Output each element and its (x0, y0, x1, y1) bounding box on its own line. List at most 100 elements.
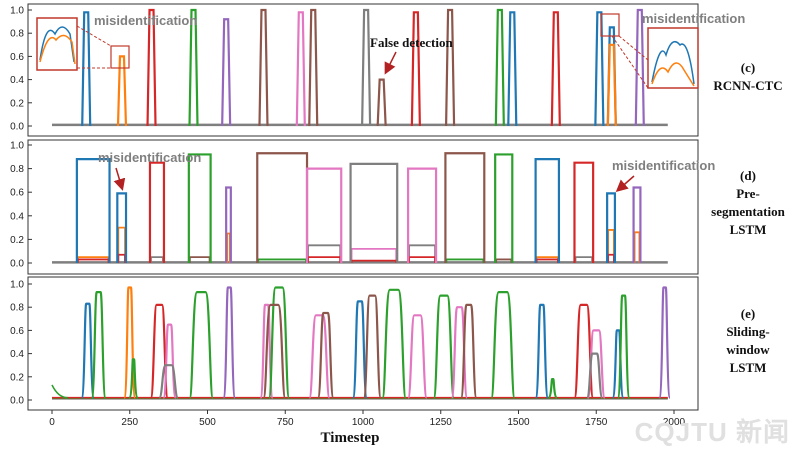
x-tick-label: 2000 (663, 417, 686, 428)
zoom-source-right (600, 13, 620, 37)
y-tick-label: 0.6 (10, 188, 24, 199)
annotation-d-misidentification-left: misidentification (98, 150, 201, 165)
panel-rcnn-ctc: 0.0 0.2 0.4 0.6 0.8 1.0 misidentification mis… (10, 3, 783, 137)
spike-green (494, 8, 505, 127)
x-tick-label: 1250 (430, 417, 453, 428)
panel-e-label-line1: Sliding- (726, 324, 769, 339)
peak-green (267, 286, 291, 399)
segment-purple (632, 186, 642, 263)
segment-brown (256, 152, 309, 263)
annotation-c-misidentification-left: misidentification (94, 13, 197, 28)
y-tick-label: 0.6 (10, 326, 24, 337)
x-tick-label: 1750 (585, 417, 608, 428)
peak-pink (162, 323, 177, 399)
arrow-d-left (113, 167, 126, 191)
y-tick-label: 0.0 (10, 396, 24, 407)
panel-d-label-id: (d) (740, 168, 756, 183)
y-tick-label: 0.6 (10, 52, 24, 63)
peak-purple (658, 286, 672, 399)
segment-green (494, 153, 514, 263)
zoom-box-right (647, 27, 699, 89)
peak-gray (158, 364, 179, 399)
peak-green (547, 378, 559, 399)
annotation-c-misidentification-right: misidentification (642, 11, 745, 26)
zoom-connector-right-top (618, 35, 649, 61)
panel-c-label-name: RCNN-CTC (713, 78, 782, 93)
peak-green (128, 358, 139, 399)
spike-pink (295, 11, 306, 127)
panel-sliding-window-lstm: 0.0 0.2 0.4 0.6 0.8 1.0 0 250 500 750 1000 1250 150… (10, 276, 770, 446)
minor-gray (307, 244, 342, 263)
annotation-false-detection: False detection (370, 35, 453, 50)
spike-brown (444, 8, 456, 127)
spike-red (146, 8, 157, 127)
segment-pink (305, 167, 343, 263)
minor-gray (408, 244, 436, 263)
y-tick-label: 0.2 (10, 372, 24, 383)
zoom-source-left (110, 45, 130, 69)
panel-e-label-line3: LSTM (730, 360, 767, 375)
minor-orange (633, 231, 641, 263)
panel-d-label-line3: LSTM (730, 222, 767, 237)
panel-d-frame (27, 139, 699, 275)
spike-brown (258, 8, 269, 127)
y-tick-label: 1.0 (10, 280, 24, 291)
spike-orange (116, 55, 128, 127)
peak-green (188, 291, 214, 399)
peak-blue (80, 302, 95, 399)
segment-blue (534, 158, 561, 263)
spike-brown (308, 8, 319, 127)
annotation-d-misidentification-right: misidentification (612, 158, 715, 173)
x-tick-label: 1000 (352, 417, 375, 428)
segment-pink (406, 167, 438, 263)
panel-e-label-id: (e) (741, 306, 755, 321)
inset-right-orange-curve (651, 62, 695, 87)
segment-red (573, 161, 595, 263)
y-tick-label: 0.2 (10, 235, 24, 246)
y-tick-label: 0.8 (10, 164, 24, 175)
y-tick-label: 0.8 (10, 303, 24, 314)
panel-c-label-id: (c) (741, 60, 755, 75)
peak-gray (585, 352, 604, 399)
spike-purple (634, 8, 645, 127)
peak-orange (123, 286, 137, 399)
segment-purple (225, 186, 232, 263)
watermark-logo: CQJTU 新闻 (634, 417, 790, 447)
panel-d-label-line2: segmentation (711, 204, 785, 219)
inset-right-blue-curve (651, 40, 695, 85)
arrow-d-right (615, 175, 635, 192)
segment-brown (444, 152, 486, 263)
peak-pink (308, 314, 331, 399)
peak-pink (407, 314, 428, 399)
inset-left-blue-curve (39, 26, 75, 63)
x-tick-label: 1500 (507, 417, 530, 428)
panel-e-label-line2: window (726, 342, 770, 357)
peak-green (432, 294, 455, 399)
zoom-connector-right-bottom (611, 35, 649, 89)
peak-blue (611, 329, 625, 399)
y-tick-label: 0.8 (10, 29, 24, 40)
x-tick-label: 500 (199, 417, 216, 428)
inset-left-orange-curve (39, 34, 76, 65)
panel-pre-segmentation-lstm: 0.0 0.2 0.4 0.6 0.8 1.0 misidentification mis… (10, 139, 786, 275)
peak-brown (262, 303, 287, 399)
spike-orange (606, 43, 617, 127)
peak-green (381, 288, 407, 399)
y-tick-label: 0.0 (10, 122, 24, 133)
peak-brown (362, 294, 382, 399)
segment-green (187, 153, 212, 263)
segment-red (148, 161, 166, 263)
x-tick-label: 750 (277, 417, 294, 428)
peak-purple (222, 286, 237, 399)
spike-red (550, 11, 561, 127)
x-tick-label: 250 (121, 417, 138, 428)
minor-orange (117, 226, 126, 263)
spike-brown (376, 78, 387, 127)
segment-blue (606, 192, 617, 263)
minor-orange (226, 232, 231, 263)
panel-d-label-line1: Pre- (736, 186, 760, 201)
peak-blue (534, 303, 550, 399)
y-tick-label: 0.4 (10, 75, 24, 86)
peak-green (490, 291, 516, 399)
